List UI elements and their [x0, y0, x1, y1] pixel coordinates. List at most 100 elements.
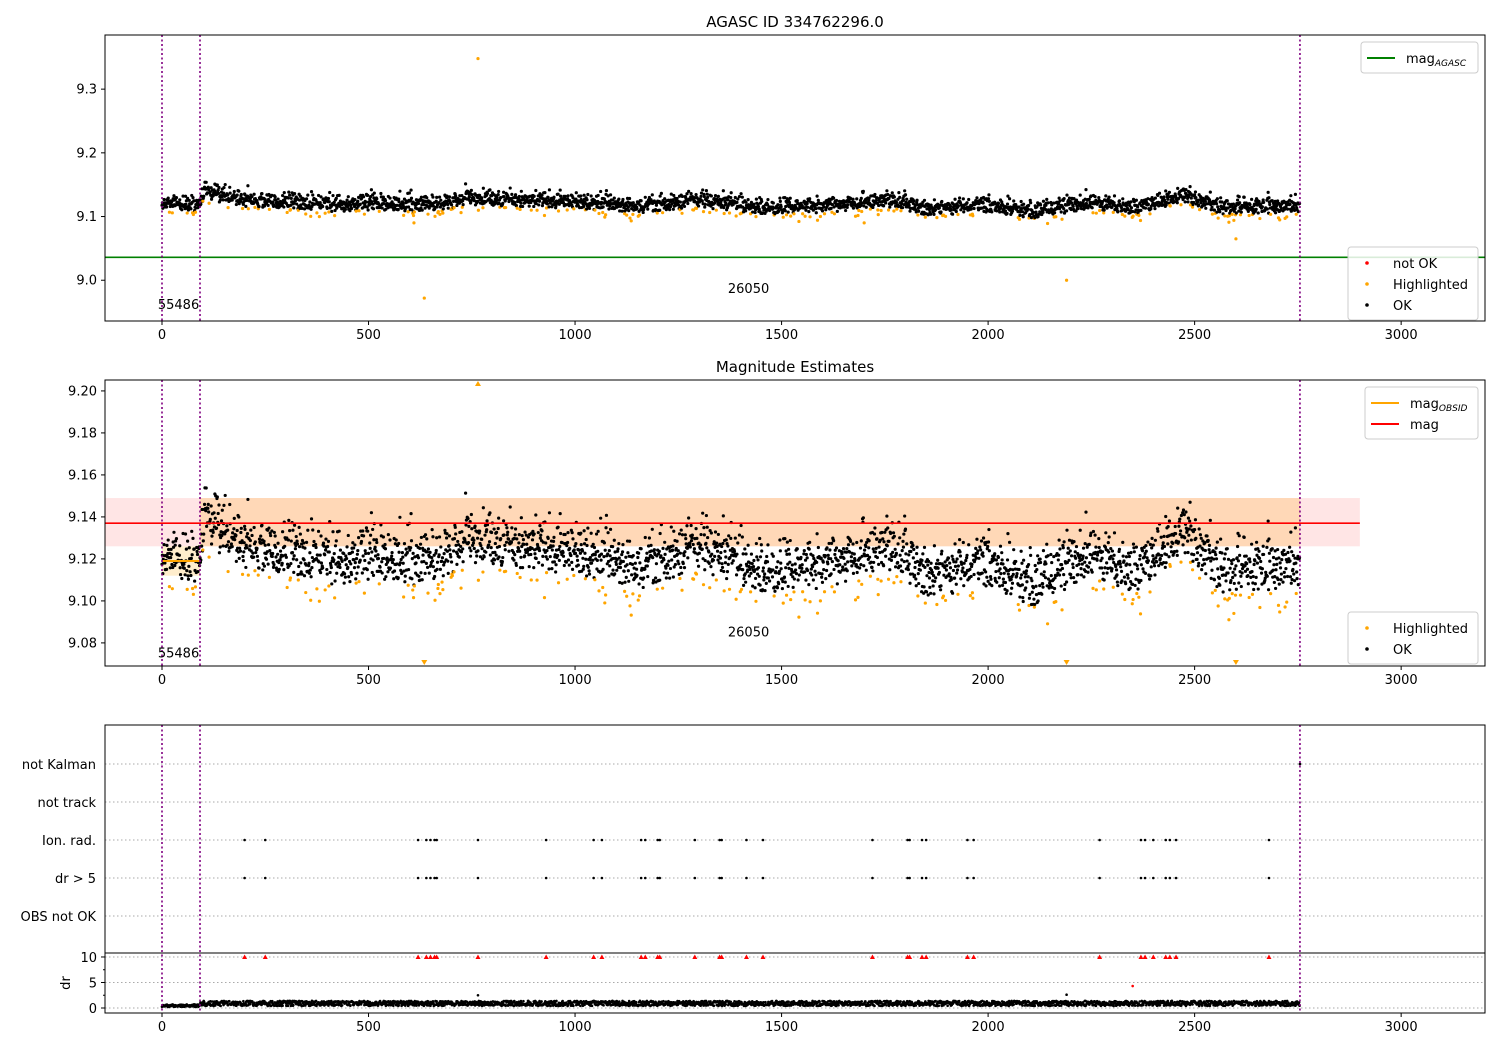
ok-point — [437, 535, 442, 539]
ok-point — [663, 552, 667, 556]
ok-point — [671, 207, 675, 211]
ok-point — [409, 546, 413, 550]
ok-point — [231, 531, 235, 535]
ok-point — [467, 524, 471, 528]
ok-point — [845, 569, 849, 573]
ok-point — [354, 577, 358, 581]
ok-point — [1041, 585, 1045, 589]
ok-point — [184, 199, 188, 203]
ok-point — [849, 555, 853, 559]
ok-point — [202, 194, 206, 198]
ok-point — [440, 559, 444, 563]
ok-point — [513, 193, 518, 197]
ok-point — [204, 509, 208, 513]
ok-point — [617, 197, 621, 201]
ok-point — [579, 531, 583, 535]
ok-point — [877, 562, 881, 566]
ok-point — [690, 533, 694, 537]
ok-point — [677, 562, 681, 566]
ok-point — [441, 207, 445, 211]
ok-point — [670, 548, 675, 552]
ok-point — [730, 561, 734, 565]
ok-point — [1024, 569, 1029, 573]
ok-point — [1270, 199, 1274, 203]
ok-point — [1222, 204, 1226, 209]
ok-point — [1049, 573, 1053, 578]
ok-point — [423, 533, 428, 537]
ok-point — [497, 544, 502, 549]
ok-point — [625, 563, 629, 567]
highlighted-point — [772, 594, 776, 598]
legend-label: OK — [1393, 299, 1412, 314]
highlighted-point — [201, 199, 205, 203]
ok-point — [319, 571, 323, 575]
ok-point — [180, 208, 184, 212]
ok-point — [344, 554, 348, 558]
ok-point — [744, 580, 748, 584]
ok-point — [964, 571, 968, 575]
ok-point — [288, 193, 292, 197]
ok-point — [392, 577, 396, 581]
highlighted-point — [625, 594, 629, 598]
ok-point — [652, 548, 656, 552]
ok-point — [805, 556, 809, 560]
ok-point — [1057, 538, 1061, 542]
ok-point — [958, 554, 963, 558]
highlighted-point — [422, 296, 426, 300]
ok-point — [958, 196, 962, 200]
ok-point — [945, 564, 949, 568]
ok-point — [327, 200, 331, 204]
ok-point — [321, 541, 326, 545]
ok-point — [445, 549, 450, 553]
ok-point — [461, 547, 465, 551]
ok-point — [340, 202, 344, 207]
ok-point — [649, 543, 653, 547]
highlighted-point — [1230, 212, 1234, 216]
ok-point — [816, 545, 820, 550]
ok-point — [316, 529, 321, 533]
ok-point — [711, 573, 715, 577]
ok-point — [563, 194, 567, 198]
ok-point — [922, 585, 926, 589]
ok-point — [673, 203, 678, 208]
highlighted-point — [411, 596, 416, 600]
ok-point — [246, 497, 250, 502]
ok-point — [225, 543, 229, 547]
ok-point — [760, 199, 764, 204]
ok-point — [254, 550, 258, 555]
ok-point — [606, 552, 610, 556]
ok-point — [751, 565, 756, 569]
ok-point — [1005, 558, 1010, 562]
ok-point — [490, 194, 494, 198]
ok-point — [434, 551, 438, 555]
ok-point — [419, 571, 423, 575]
ok-point — [936, 566, 940, 570]
ok-point — [281, 193, 285, 198]
ok-point — [1216, 205, 1220, 209]
ok-point — [658, 208, 662, 212]
ok-point — [191, 536, 195, 541]
highlighted-point — [968, 594, 972, 598]
highlighted-point — [535, 208, 539, 212]
ok-point — [599, 200, 604, 204]
ok-point — [753, 205, 757, 209]
ok-point — [302, 207, 307, 211]
ok-point — [894, 551, 899, 555]
obsid-error-band — [200, 498, 1300, 547]
ok-point — [793, 562, 797, 566]
ok-point — [709, 564, 713, 569]
ok-point — [527, 204, 531, 208]
ok-point — [705, 192, 709, 196]
ok-point — [289, 539, 293, 543]
ok-point — [173, 543, 177, 547]
ok-point — [823, 554, 827, 558]
highlighted-point — [476, 578, 480, 582]
ok-point — [540, 193, 544, 197]
ok-point — [1014, 559, 1018, 564]
highlighted-point — [354, 209, 358, 213]
ok-point — [459, 544, 463, 549]
ok-point — [984, 584, 988, 588]
ok-point — [1060, 563, 1064, 567]
ok-point — [974, 546, 978, 550]
ok-point — [181, 531, 185, 536]
